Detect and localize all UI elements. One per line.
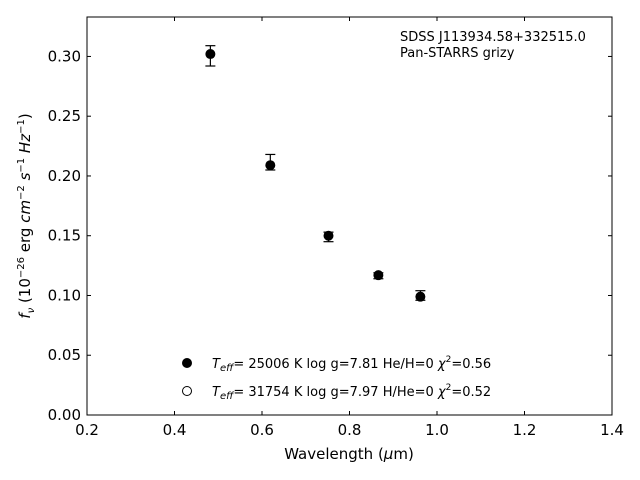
x-tick-label: 0.6 — [250, 421, 274, 439]
y-tick-label: 0.20 — [48, 167, 81, 185]
y-tick-label: 0.00 — [48, 406, 81, 424]
y-tick-label: 0.30 — [48, 47, 81, 65]
x-axis-ticks: 0.2 0.4 0.6 0.8 1.0 1.2 1.4 — [75, 17, 624, 439]
x-tick-label: 0.2 — [75, 421, 99, 439]
data-points — [205, 45, 426, 302]
data-point — [373, 270, 384, 281]
legend-marker-filled — [182, 358, 192, 368]
annotation-survey-name: Pan-STARRS grizy — [400, 46, 515, 61]
y-axis-title: fν (10−26 erg cm−2 s−1 Hz−1) — [16, 113, 37, 318]
x-tick-label: 0.8 — [338, 421, 362, 439]
x-axis-title: Wavelength (μm) — [284, 445, 414, 463]
x-tick-label: 1.4 — [600, 421, 624, 439]
data-marker — [373, 270, 384, 281]
data-point — [205, 45, 216, 67]
data-point — [265, 153, 276, 171]
x-tick-label: 1.2 — [513, 421, 537, 439]
y-tick-label: 0.15 — [48, 227, 81, 245]
legend-label-1: Teff= 25006 K log g=7.81 He/H=0 χ2=0.56 — [212, 355, 491, 374]
data-marker — [265, 160, 276, 171]
x-tick-label: 0.4 — [163, 421, 187, 439]
annotation-object-name: SDSS J113934.58+332515.0 — [400, 30, 586, 45]
y-tick-label: 0.05 — [48, 346, 81, 364]
data-point — [323, 230, 334, 243]
data-marker — [323, 230, 334, 241]
y-tick-label: 0.25 — [48, 107, 81, 125]
y-axis-ticks: 0.00 0.05 0.10 0.15 0.20 0.25 0.30 — [48, 47, 612, 424]
x-tick-label: 1.0 — [425, 421, 449, 439]
data-point — [415, 290, 426, 302]
plot-area — [86, 16, 613, 416]
data-marker — [415, 291, 426, 302]
legend-label-2: Teff= 31754 K log g=7.97 H/He=0 χ2=0.52 — [212, 383, 491, 402]
data-marker — [205, 49, 216, 60]
legend-marker-open — [182, 386, 192, 396]
y-tick-label: 0.10 — [48, 286, 81, 304]
legend: Teff= 25006 K log g=7.81 He/H=0 χ2=0.56 … — [182, 355, 491, 402]
